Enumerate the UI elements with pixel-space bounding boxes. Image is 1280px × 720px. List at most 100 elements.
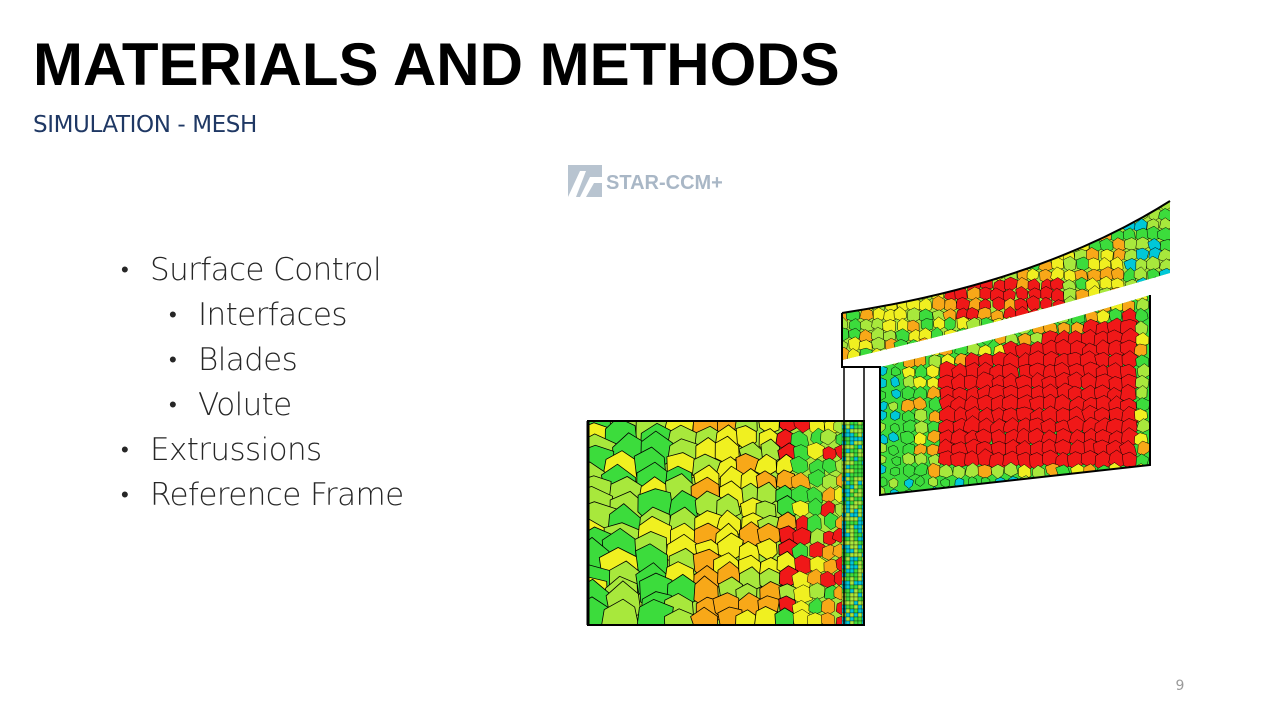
mesh-cell <box>932 216 946 232</box>
mesh-cell <box>883 256 897 272</box>
mesh-cell <box>891 389 901 400</box>
mesh-cell <box>845 520 851 526</box>
mesh-cell <box>968 266 983 283</box>
mesh-cell <box>883 247 898 263</box>
mesh-cell <box>858 257 873 271</box>
mesh-cell <box>845 552 851 558</box>
mesh-cell <box>966 259 982 274</box>
mesh-cell <box>1075 288 1091 304</box>
mesh-cell <box>853 612 859 618</box>
mesh-cell <box>847 297 862 312</box>
mesh-cell <box>842 257 849 272</box>
mesh-cell <box>845 444 851 450</box>
mesh-cell <box>930 201 945 212</box>
mesh-cell <box>1037 201 1052 213</box>
mesh-cell <box>853 528 859 534</box>
mesh-cell <box>849 277 862 292</box>
mesh-cell <box>1017 195 1030 201</box>
mesh-cell <box>1159 345 1170 360</box>
mesh-cell <box>842 266 849 282</box>
mesh-cell <box>849 484 855 490</box>
mesh-cell <box>1025 207 1041 223</box>
mesh-cell <box>846 226 860 241</box>
mesh-cell <box>882 290 896 303</box>
bullet-item: • Interfaces <box>166 293 404 338</box>
star-ccm-logo-mark-icon <box>568 165 602 197</box>
mesh-cell <box>1058 488 1069 495</box>
mesh-cell <box>967 246 982 262</box>
bullet-dot-icon: • <box>169 303 177 328</box>
mesh-cell <box>991 201 1006 213</box>
mesh-cell <box>853 536 859 542</box>
mesh-cell <box>1078 195 1091 201</box>
mesh-cell <box>1110 201 1124 213</box>
mesh-cell <box>793 421 813 434</box>
mesh-cell <box>845 536 851 542</box>
mesh-cell <box>967 207 982 222</box>
mesh-cell <box>1123 475 1133 487</box>
mesh-cell <box>880 410 887 421</box>
mesh-cell <box>853 444 859 450</box>
mesh-cell <box>869 201 883 211</box>
mesh-cell <box>954 228 967 244</box>
mesh-cell <box>601 598 639 625</box>
mesh-cell <box>859 347 873 360</box>
mesh-cell <box>1037 201 1052 204</box>
bullet-item: • Extrussions <box>118 428 404 473</box>
mesh-cell <box>842 201 851 213</box>
mesh-cell <box>1014 206 1028 222</box>
mesh-cell <box>1064 201 1078 213</box>
mesh-cell <box>991 247 1004 262</box>
mesh-cell <box>966 201 980 213</box>
slide-title: MATERIALS AND METHODS <box>33 31 840 98</box>
mesh-cell <box>978 218 993 233</box>
bullet-item: • Blades <box>166 338 404 383</box>
mesh-cell <box>853 496 859 502</box>
mesh-cell <box>1046 476 1057 489</box>
mesh-cell <box>1038 208 1053 222</box>
mesh-cell <box>842 201 850 202</box>
bullet-dot-icon: • <box>169 393 177 418</box>
mesh-cell <box>944 226 958 241</box>
mesh-cell <box>1033 478 1044 490</box>
mesh-cell <box>845 596 851 602</box>
mesh-cell <box>995 487 1005 495</box>
mesh-cell <box>853 468 859 474</box>
mesh-cell <box>930 201 945 202</box>
mesh-cell <box>896 201 910 212</box>
mesh-cell <box>885 276 898 292</box>
mesh-cell <box>1159 336 1170 352</box>
mesh-cell <box>939 463 954 478</box>
mesh-cell <box>899 295 914 302</box>
mesh-cell <box>919 208 933 223</box>
mesh-cell <box>1111 486 1122 495</box>
mesh-cell <box>907 207 921 222</box>
mesh-cell <box>1062 201 1076 204</box>
mesh-cell <box>849 238 862 254</box>
mesh-cell <box>849 528 855 534</box>
mesh-cell <box>848 201 863 212</box>
mesh-cell <box>860 286 873 301</box>
mesh-cell <box>966 328 982 343</box>
mesh-cell <box>845 548 851 554</box>
mesh-cell <box>909 216 922 232</box>
mesh-cell <box>857 508 863 514</box>
page-number: 9 <box>1175 678 1185 694</box>
mesh-cell <box>977 201 991 212</box>
mesh-cell <box>1076 217 1091 232</box>
mesh-cell <box>894 208 908 223</box>
mesh-cell <box>966 201 981 203</box>
mesh-cell <box>1051 227 1065 242</box>
mesh-cell <box>845 604 851 610</box>
mesh-cell <box>849 572 855 578</box>
mesh-cell <box>845 580 851 586</box>
mesh-cell <box>944 328 958 342</box>
mesh-cell <box>1049 218 1064 233</box>
mesh-cell <box>1039 215 1055 232</box>
mesh-cell <box>849 480 855 486</box>
mesh-cell <box>888 477 899 489</box>
mesh-cell <box>907 268 922 283</box>
mesh-cell <box>1038 240 1053 254</box>
mesh-cell <box>954 487 965 495</box>
mesh-cell <box>823 511 839 531</box>
